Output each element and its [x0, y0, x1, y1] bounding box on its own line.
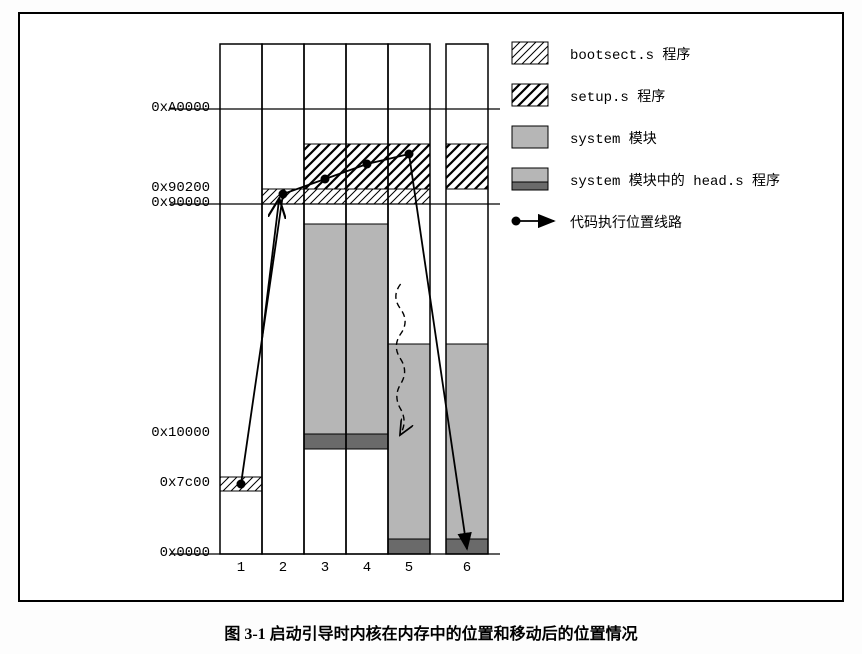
legend-swatch — [512, 42, 548, 64]
dot-p4 — [363, 160, 372, 169]
legend-label: bootsect.s 程序 — [570, 44, 690, 64]
y-label: 0x10000 — [80, 425, 210, 441]
segment — [346, 189, 388, 204]
x-label: 1 — [237, 560, 245, 576]
segment — [388, 539, 430, 554]
dot-p3 — [321, 175, 330, 184]
segment — [304, 189, 346, 204]
x-label: 4 — [363, 560, 371, 576]
segment — [388, 189, 430, 204]
x-label: 3 — [321, 560, 329, 576]
dot-p2 — [279, 190, 288, 199]
segment — [346, 224, 388, 434]
segment — [304, 434, 346, 449]
y-label: 0x0000 — [80, 545, 210, 561]
segment — [388, 344, 430, 554]
exec-arrowhead — [262, 200, 279, 339]
legend-swatch-bg — [512, 168, 548, 182]
y-label: 0x90000 — [80, 195, 210, 211]
legend-swatch — [512, 182, 548, 190]
y-label: 0xA0000 — [80, 100, 210, 116]
y-label: 0x7c00 — [80, 475, 210, 491]
x-label: 6 — [463, 560, 471, 576]
legend-label: setup.s 程序 — [570, 86, 665, 106]
legend-label: system 模块中的 head.s 程序 — [570, 170, 780, 190]
legend-swatch — [512, 126, 548, 148]
x-label: 2 — [279, 560, 287, 576]
figure-caption: 图 3-1 启动引导时内核在内存中的位置和移动后的位置情况 — [0, 620, 862, 644]
figure-frame: 0xA0000 0x902000x90000 0x10000 0x7c00 0x0000… — [18, 12, 844, 602]
legend-label: system 模块 — [570, 128, 657, 148]
legend-swatch — [512, 84, 548, 106]
legend-label: 代码执行位置线路 — [570, 212, 682, 232]
segment — [446, 144, 488, 189]
segment — [346, 434, 388, 449]
y-label: 0x90200 — [80, 180, 210, 196]
x-label: 5 — [405, 560, 413, 576]
segment — [304, 224, 346, 434]
dot-p1 — [237, 480, 246, 489]
